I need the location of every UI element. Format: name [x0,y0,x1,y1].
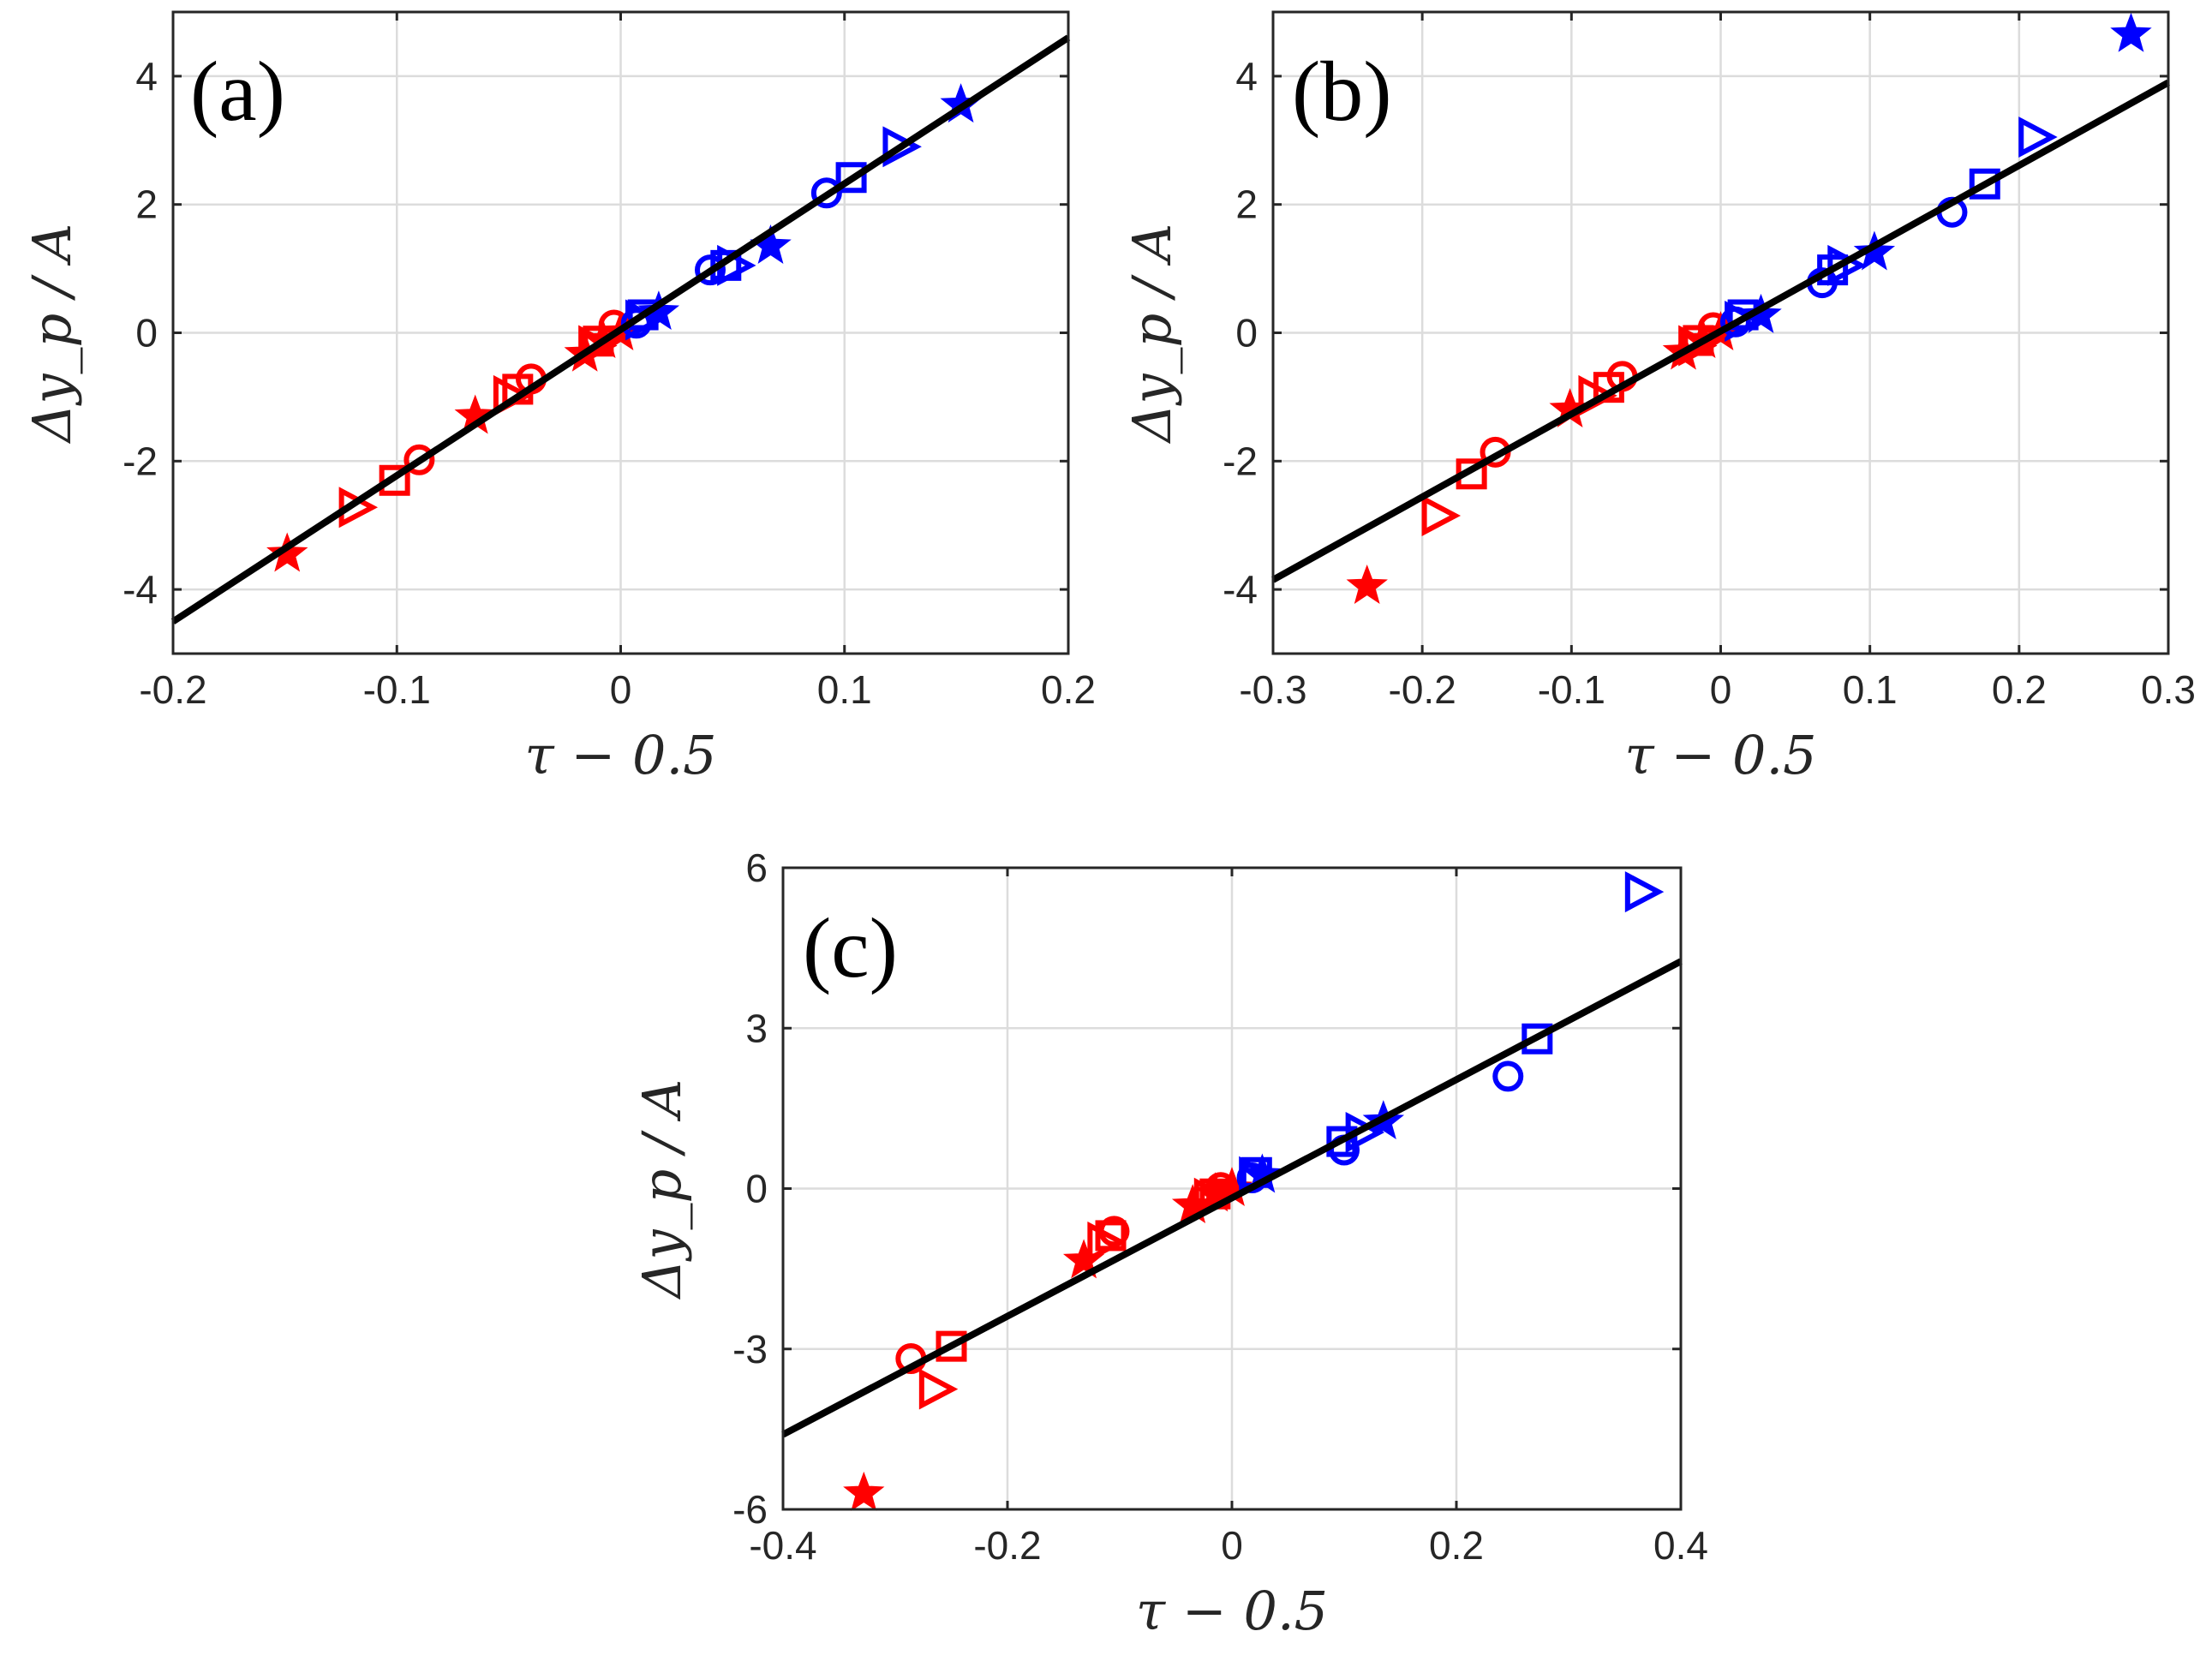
y-tick-label: 3 [745,1006,768,1050]
marker-star [1740,293,1782,333]
marker-square [1969,168,2000,200]
marker-triangle-right [918,1368,959,1410]
y-tick-label: 2 [135,182,158,227]
marker-star [1853,230,1896,271]
marker-square [936,1330,967,1362]
marker-circle [695,254,726,286]
marker-square [835,162,867,194]
x-tick-label: 0.2 [1992,667,2047,712]
y-tick-label: -4 [1223,567,1258,612]
x-tick-label: 0.1 [817,667,872,712]
fit-line [170,34,1071,624]
marker-square [583,326,614,357]
x-tick-label: 0 [610,667,632,712]
y-tick-label: -4 [123,567,158,612]
x-tick-label: -0.2 [1389,667,1456,712]
x-tick-label: -0.2 [139,667,206,712]
marker-square [379,464,410,496]
marker-circle [1719,306,1751,338]
plot-frame [781,866,1683,1511]
y-tick-label: 0 [745,1167,768,1211]
panel-a: -0.2 -0.1 0 0.1 0.2 -4 -2 0 2 4 τ − 0.5 Δy_p / A (a) [21,10,1096,786]
x-tick-label: 0 [1710,667,1732,712]
x-tick-label: -0.2 [973,1523,1041,1568]
marker-triangle-right [2018,117,2058,158]
marker-triangle-right [1624,871,1665,913]
marker-circle [810,177,842,209]
marker-star [1346,564,1388,604]
x-tick-label: -0.4 [749,1523,816,1568]
x-tick-label: 0.2 [1429,1523,1484,1568]
marker-circle [1098,1216,1130,1247]
panel-label-a: (a) [190,44,285,139]
marker-triangle-right [1345,1111,1385,1153]
y-tick-label: 2 [1235,182,1258,227]
x-tick-label: 0.1 [1843,667,1898,712]
plot-frame [171,10,1070,655]
marker-square [1521,1023,1553,1055]
y-tick-label: 4 [135,54,158,99]
x-tick-label: 0.3 [2141,667,2196,712]
panel-b: -0.3 -0.2 -0.1 0 0.1 0.2 0.3 -4 -2 0 2 4 τ − 0.5 Δy_p… [1121,10,2196,786]
marker-star [843,1471,885,1511]
x-tick-label: -0.1 [1538,667,1605,712]
x-axis-label: τ − 0.5 [524,724,716,786]
marker-triangle-right [1421,494,1462,536]
marker-circle [404,444,435,475]
y-tick-label: -2 [123,439,158,483]
y-tick-label: 6 [745,845,768,890]
y-axis-label: Δy_p / A [21,224,83,445]
marker-circle [620,308,652,339]
x-axis-label: τ − 0.5 [1136,1580,1328,1642]
y-tick-label: -3 [732,1327,768,1371]
y-tick-label: -2 [1223,439,1258,483]
marker-star [266,532,308,572]
marker-star [2110,12,2152,52]
y-tick-label: 0 [135,311,158,356]
panel-label-c: (c) [803,900,898,995]
x-axis-label: τ − 0.5 [1624,724,1816,786]
y-tick-label: -6 [732,1487,768,1532]
x-tick-label: 0.2 [1041,667,1096,712]
y-tick-label: 0 [1235,311,1258,356]
panel-label-b: (b) [1292,44,1392,139]
fit-line [1271,79,2170,583]
x-tick-label: 0.4 [1653,1523,1708,1568]
y-axis-label: Δy_p / A [1121,224,1183,445]
x-tick-label: 0 [1221,1523,1243,1568]
y-tick-label: 4 [1235,54,1258,99]
y-axis-label: Δy_p / A [631,1079,693,1300]
fit-line [781,958,1683,1438]
marker-triangle-right [882,126,922,168]
x-tick-label: -0.1 [363,667,431,712]
plot-frame [1271,10,2170,655]
x-tick-label: -0.3 [1239,667,1306,712]
marker-circle [1492,1061,1524,1092]
panel-c: -0.4 -0.2 0 0.2 0.4 -6 -3 0 3 6 τ − 0.5 Δy_p / A (c) [631,845,1708,1642]
